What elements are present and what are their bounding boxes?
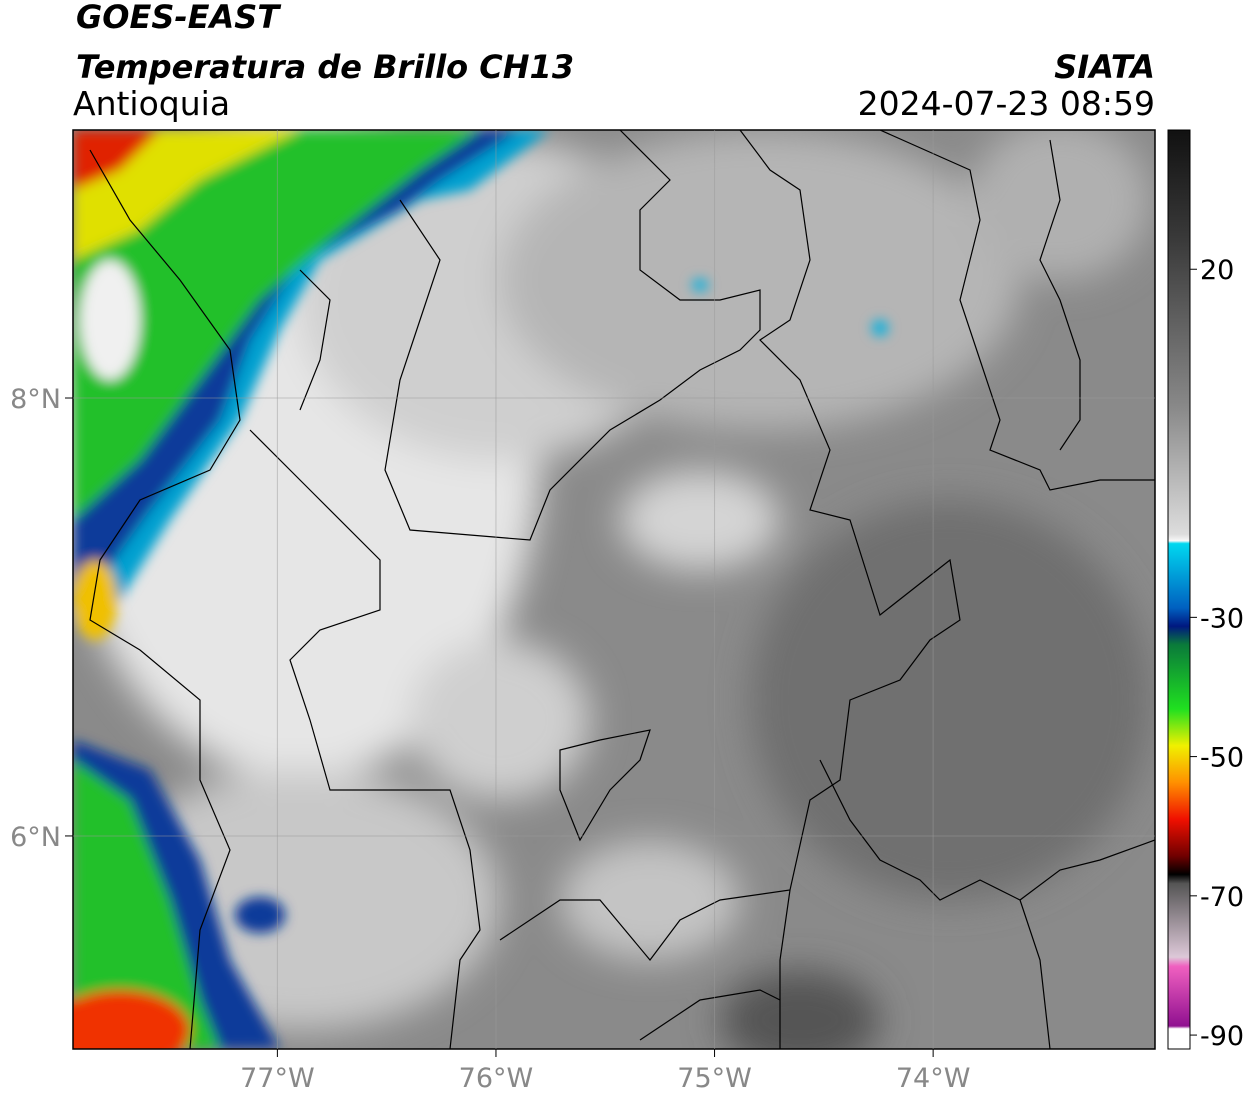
colorbar [1167,129,1191,1050]
y-tick-label: 8°N [10,384,61,415]
agency: SIATA [1054,48,1155,86]
x-tick-label: 76°W [459,1063,534,1094]
colorbar-tick-label: 20 [1200,255,1234,286]
colorbar-tick-label: -70 [1200,882,1244,913]
colorbar-tick-label: -50 [1200,743,1244,774]
x-tick-label: 74°W [896,1063,971,1094]
colorbar-tick-label: -30 [1200,603,1244,634]
colorbar-tick-label: -90 [1200,1021,1244,1052]
x-tick-label: 75°W [677,1063,752,1094]
satellite: GOES-EAST [76,0,281,36]
region: Antioquia [73,84,230,123]
datetime: 2024-07-23 08:59 [858,84,1155,123]
y-tick-label: 6°N [10,822,61,853]
product: Temperatura de Brillo CH13 [76,48,574,86]
x-tick-label: 77°W [240,1063,315,1094]
map-frame [72,129,1156,1050]
satellite-image [73,130,1155,1049]
